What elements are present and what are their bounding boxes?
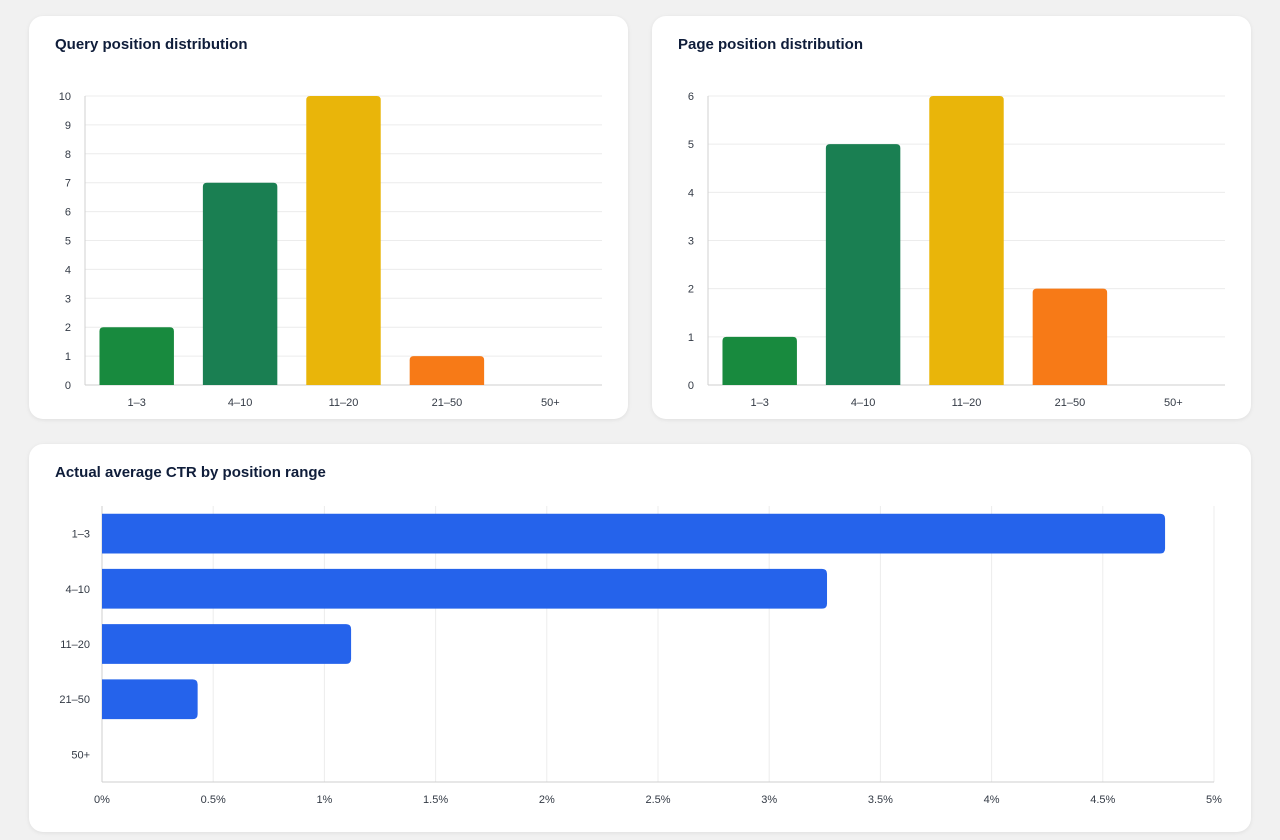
query-position-chart: 0 1 2 3 4 5 6 7 8 9 10 1–3 4–10 11–20 21–50 50+ xyxy=(59,91,602,409)
bar[interactable] xyxy=(409,356,485,385)
bar[interactable] xyxy=(722,336,797,385)
y-tick-label: 7 xyxy=(65,178,71,190)
x-tick-label: 50+ xyxy=(541,397,560,409)
x-tick-label: 4–10 xyxy=(228,397,252,409)
x-tick-label: 21–50 xyxy=(432,397,463,409)
y-tick-label: 3 xyxy=(65,293,71,305)
y-tick-label: 11–20 xyxy=(60,639,90,651)
y-tick-label: 6 xyxy=(688,91,694,103)
bar[interactable] xyxy=(102,624,352,664)
bar[interactable] xyxy=(99,327,174,385)
y-tick-label: 8 xyxy=(65,149,71,161)
bar[interactable] xyxy=(102,513,1166,554)
y-tick-label: 1 xyxy=(65,351,71,363)
y-tick-label: 4 xyxy=(65,264,71,276)
y-tick-label: 2 xyxy=(65,322,71,334)
y-tick-label: 1–3 xyxy=(72,529,90,541)
y-tick-label: 4 xyxy=(688,187,694,199)
y-tick-label: 10 xyxy=(59,91,71,103)
page-position-chart: 0 1 2 3 4 5 6 1–3 4–10 11–20 21–50 50+ xyxy=(688,91,1225,409)
x-tick-label: 1–3 xyxy=(128,397,146,409)
y-tick-label: 5 xyxy=(65,236,71,248)
bar[interactable] xyxy=(1032,288,1108,385)
ctr-by-position-chart: 0% 0.5% 1% 1.5% 2% 2.5% 3% 3.5% 4% 4.5% 5% 1–3 4–10 1… xyxy=(59,506,1222,806)
y-tick-label: 5 xyxy=(688,139,694,151)
x-tick-label: 11–20 xyxy=(329,397,359,409)
x-tick-label: 5% xyxy=(1206,794,1222,806)
y-tick-label: 2 xyxy=(688,284,694,296)
bar[interactable] xyxy=(202,182,278,385)
bar[interactable] xyxy=(306,96,381,385)
x-tick-label: 4.5% xyxy=(1090,794,1115,806)
bar[interactable] xyxy=(825,144,901,385)
query-chart-title: Query position distribution xyxy=(55,36,248,53)
query-position-card: Query position distribution 0 1 2 3 4 5 6 7 8 9 10… xyxy=(29,16,628,419)
bar[interactable] xyxy=(102,679,198,720)
x-tick-label: 4–10 xyxy=(851,397,875,409)
x-tick-label: 3.5% xyxy=(868,794,893,806)
x-tick-label: 2% xyxy=(539,794,555,806)
x-tick-label: 0% xyxy=(94,794,110,806)
bar[interactable] xyxy=(929,96,1004,385)
ctr-card: Actual average CTR by position range 0% 0… xyxy=(29,444,1251,832)
page-position-card: Page position distribution 0 1 2 3 4 5 6 1–3 4–1… xyxy=(652,16,1251,419)
y-tick-label: 6 xyxy=(65,207,71,219)
x-tick-label: 1% xyxy=(316,794,332,806)
x-tick-label: 50+ xyxy=(1164,397,1183,409)
x-tick-label: 1–3 xyxy=(751,397,769,409)
y-tick-label: 9 xyxy=(65,120,71,132)
y-tick-label: 50+ xyxy=(71,749,90,761)
y-tick-label: 0 xyxy=(688,380,694,392)
x-tick-label: 4% xyxy=(984,794,1000,806)
y-tick-label: 0 xyxy=(65,380,71,392)
x-tick-label: 3% xyxy=(761,794,777,806)
x-tick-label: 2.5% xyxy=(645,794,670,806)
y-tick-label: 21–50 xyxy=(59,694,90,706)
x-tick-label: 11–20 xyxy=(952,397,982,409)
y-tick-label: 3 xyxy=(688,236,694,248)
ctr-chart-title: Actual average CTR by position range xyxy=(55,464,326,481)
x-tick-label: 1.5% xyxy=(423,794,448,806)
bar[interactable] xyxy=(102,568,828,609)
page-chart-title: Page position distribution xyxy=(678,36,863,53)
x-tick-label: 21–50 xyxy=(1055,397,1086,409)
x-tick-label: 0.5% xyxy=(201,794,226,806)
y-tick-label: 1 xyxy=(688,332,694,344)
y-tick-label: 4–10 xyxy=(66,584,90,596)
